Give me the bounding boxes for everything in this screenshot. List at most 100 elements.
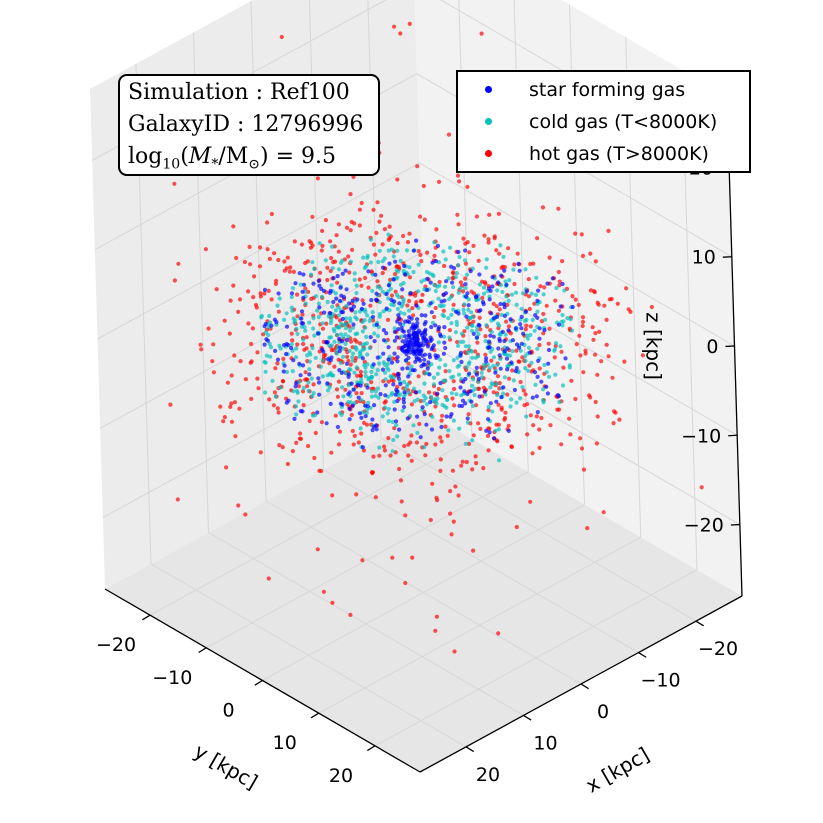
data-point xyxy=(292,239,297,244)
data-point xyxy=(552,355,557,360)
data-point xyxy=(294,326,299,331)
data-point xyxy=(306,388,311,394)
data-point xyxy=(371,454,376,459)
data-point xyxy=(360,356,365,361)
data-point xyxy=(301,341,306,347)
data-point xyxy=(344,225,350,230)
data-point xyxy=(395,398,400,404)
data-point xyxy=(353,315,358,320)
data-point xyxy=(601,510,606,515)
simulation-value: Ref100 xyxy=(270,80,350,105)
data-point xyxy=(438,381,443,386)
data-point xyxy=(495,392,500,398)
data-point xyxy=(483,334,488,339)
data-point xyxy=(294,346,299,351)
data-point xyxy=(456,222,461,227)
data-point xyxy=(504,294,509,299)
data-point xyxy=(577,333,582,338)
data-point xyxy=(511,378,516,383)
data-point xyxy=(434,227,439,232)
data-point xyxy=(291,358,296,363)
data-point xyxy=(346,374,351,379)
data-point xyxy=(422,217,427,222)
data-point xyxy=(484,257,489,262)
x-tick-20-mark xyxy=(465,746,474,753)
data-point xyxy=(504,282,509,287)
data-point xyxy=(341,394,346,399)
data-point xyxy=(405,416,410,421)
data-point xyxy=(350,355,355,360)
data-point xyxy=(535,346,540,351)
data-point xyxy=(350,358,355,363)
data-point xyxy=(363,374,368,379)
data-point xyxy=(350,403,355,408)
data-point xyxy=(541,292,546,297)
data-point xyxy=(383,399,388,404)
data-point xyxy=(348,339,353,344)
data-point xyxy=(321,288,326,293)
data-point xyxy=(580,323,585,329)
z-axis-label: z [kpc] xyxy=(642,312,666,380)
data-point xyxy=(517,345,522,350)
data-point xyxy=(372,403,377,408)
data-point xyxy=(287,269,292,274)
data-point xyxy=(428,280,433,285)
data-point xyxy=(365,385,370,390)
data-point xyxy=(392,272,398,277)
data-point xyxy=(325,381,330,386)
data-point xyxy=(412,368,417,373)
data-point xyxy=(172,181,177,186)
data-points xyxy=(168,21,704,654)
data-point xyxy=(615,301,620,306)
data-point xyxy=(243,512,248,517)
data-point xyxy=(534,414,539,419)
data-point xyxy=(426,360,431,365)
data-point xyxy=(604,317,609,322)
data-point xyxy=(487,212,492,217)
data-point xyxy=(489,381,494,386)
data-point xyxy=(284,324,290,329)
data-point xyxy=(432,397,437,402)
data-point xyxy=(521,388,526,393)
data-point xyxy=(349,381,354,386)
data-point xyxy=(400,287,405,292)
data-point xyxy=(462,302,467,307)
data-point xyxy=(306,443,311,449)
data-point xyxy=(471,331,476,336)
x-tick-20-label: 20 xyxy=(476,764,500,786)
data-point xyxy=(398,478,404,483)
data-point xyxy=(518,396,523,401)
data-point xyxy=(258,450,263,455)
data-point xyxy=(385,317,391,322)
data-point xyxy=(491,301,496,306)
data-point xyxy=(376,395,381,400)
data-point xyxy=(515,251,520,256)
data-point xyxy=(416,262,421,267)
data-point xyxy=(331,347,336,352)
data-point xyxy=(464,459,469,465)
data-point xyxy=(264,353,269,358)
data-point xyxy=(343,332,348,337)
data-point xyxy=(409,316,414,321)
data-point xyxy=(432,240,437,245)
data-point xyxy=(346,392,351,397)
data-point xyxy=(396,376,401,381)
data-point xyxy=(432,253,437,258)
data-point xyxy=(295,331,300,336)
data-point xyxy=(481,302,486,307)
data-point xyxy=(561,319,566,324)
data-point xyxy=(477,282,483,287)
data-point xyxy=(476,258,481,263)
data-point xyxy=(489,311,494,316)
data-point xyxy=(359,398,364,403)
data-point xyxy=(442,284,448,289)
data-point xyxy=(348,400,353,405)
data-point xyxy=(477,323,482,328)
y-tick-0-label: 0 xyxy=(222,700,234,722)
data-point xyxy=(373,393,378,398)
data-point xyxy=(381,328,386,333)
data-point xyxy=(369,374,375,379)
x-tick--20-label: −20 xyxy=(698,638,738,660)
data-point xyxy=(494,422,499,427)
data-point xyxy=(347,301,352,306)
